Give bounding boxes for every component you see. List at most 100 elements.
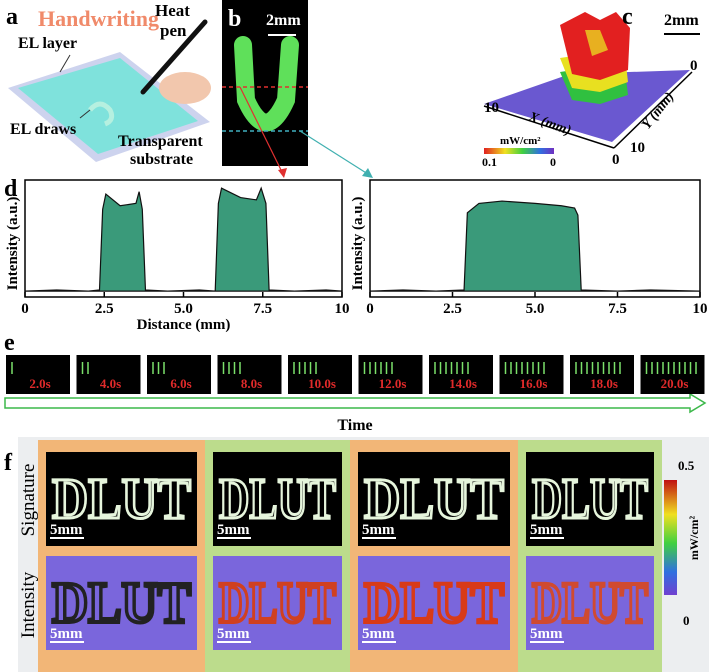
panel-f: DLUT5mmDLUT5mmDLUT5mmDLUT5mmDLUT5mmDLUT5… xyxy=(38,440,662,672)
tick-label: 10 xyxy=(630,140,645,156)
colorbar-label: 0.1 xyxy=(482,155,497,169)
arrow xyxy=(239,86,285,177)
scale-label: 5mm xyxy=(362,522,395,538)
colorbar-label: 0 xyxy=(683,613,690,628)
x-axis-label: Distance (mm) xyxy=(137,317,231,333)
trace xyxy=(363,362,393,374)
row-label: Signature xyxy=(18,464,39,537)
trace xyxy=(152,362,165,374)
scale-label: 5mm xyxy=(530,626,563,642)
intensity-image xyxy=(526,556,654,650)
frame-image xyxy=(217,355,282,394)
scale-label: 5mm xyxy=(50,522,83,538)
annotation: Heat xyxy=(155,1,190,20)
tick-label: 10 xyxy=(484,100,499,116)
frame-time: 6.0s xyxy=(170,376,191,391)
colorbar-label: 0 xyxy=(550,155,556,169)
tick-label: 0 xyxy=(690,58,698,74)
colorbar-unit: mW/cm² xyxy=(687,515,701,560)
x-tick-label: 2.5 xyxy=(443,301,462,317)
x-tick-label: 2.5 xyxy=(95,301,114,317)
frame-time: 14.0s xyxy=(449,376,477,391)
scale-label: 5mm xyxy=(530,522,563,538)
trace xyxy=(81,362,89,374)
scale-label: 5mm xyxy=(50,626,83,642)
annotation: EL draws xyxy=(10,121,76,138)
arrowhead xyxy=(278,168,287,178)
intensity-image xyxy=(358,556,510,650)
handwriting: DLUT xyxy=(219,570,336,635)
frame-image xyxy=(570,355,634,394)
trace xyxy=(645,362,697,374)
x-tick-label: 7.5 xyxy=(253,301,272,317)
frame-time: 16.0s xyxy=(520,376,548,391)
x-tick-label: 10 xyxy=(693,301,708,317)
frame-image xyxy=(358,355,423,394)
handwriting: DLUT xyxy=(52,570,191,635)
panel-d: 0 2.5 5.0 7.5 10 Intensity (a.u.) Distance (mm… xyxy=(5,179,708,333)
arrow xyxy=(299,130,372,177)
intensity-profile xyxy=(24,186,343,292)
trace xyxy=(293,362,317,374)
frame-time: 18.0s xyxy=(590,376,618,391)
handwriting: DLUT xyxy=(364,466,504,531)
handwriting: DLUT xyxy=(219,466,336,531)
scale-label: 5mm xyxy=(217,626,250,642)
colorbar xyxy=(484,148,554,154)
el-trace xyxy=(88,101,115,127)
handwriting: DLUT xyxy=(52,466,191,531)
frame-image xyxy=(6,355,70,394)
colorbar-unit: mW/cm² xyxy=(500,135,541,147)
trace xyxy=(575,362,621,374)
axis-label: Time xyxy=(337,417,372,434)
annotation: EL layer xyxy=(18,35,77,52)
annotation: pen xyxy=(160,21,187,40)
intensity-image xyxy=(213,556,342,650)
x-tick-label: 7.5 xyxy=(608,301,627,317)
surface-base xyxy=(484,70,690,142)
scale-label: 2mm xyxy=(664,12,699,29)
x-tick-label: 0 xyxy=(21,301,29,317)
annotation: substrate xyxy=(130,151,193,168)
scale-label: 2mm xyxy=(266,12,301,29)
signature-image xyxy=(46,452,197,546)
frame-time: 8.0s xyxy=(241,376,262,391)
frame-image xyxy=(288,355,352,394)
panel-a: a Handwriting Heat pen EL layer EL draws… xyxy=(6,1,211,168)
panel-label: b xyxy=(228,6,241,32)
panel-label: c xyxy=(622,4,633,30)
frame-image xyxy=(76,355,141,394)
axis xyxy=(483,105,615,149)
panel-b: b 2mm xyxy=(222,0,373,178)
row-label: Intensity xyxy=(18,571,39,638)
trace xyxy=(504,362,545,374)
x-tick-label: 5.0 xyxy=(526,301,545,317)
panel-c: c 2mm 10 0 10 0 X (mm) Y (mm) mW/cm² 0.1… xyxy=(482,4,700,169)
x-tick-label: 5.0 xyxy=(174,301,193,317)
arrowhead xyxy=(362,168,373,178)
pointer xyxy=(79,109,91,119)
frame-image xyxy=(499,355,564,394)
panel-label: e xyxy=(4,330,15,356)
axis xyxy=(613,71,693,149)
handwriting: DLUT xyxy=(532,466,648,531)
panel-title: Handwriting xyxy=(38,6,159,31)
plot-frame xyxy=(24,179,343,298)
annotation: Transparent xyxy=(118,133,203,150)
frame-time: 2.0s xyxy=(29,376,50,391)
handwriting: DLUT xyxy=(532,570,648,635)
panel-label: f xyxy=(4,450,13,476)
handwriting: DLUT xyxy=(364,570,504,635)
signature-image xyxy=(526,452,654,546)
frame-image xyxy=(429,355,493,394)
signature-image xyxy=(358,452,510,546)
y-axis-label: Intensity (a.u.) xyxy=(5,197,21,291)
signature-image xyxy=(213,452,342,546)
scale-label: 5mm xyxy=(362,626,395,642)
trace xyxy=(222,362,241,374)
hand xyxy=(159,72,211,104)
frame-image xyxy=(147,355,211,394)
colorbar xyxy=(664,480,677,595)
